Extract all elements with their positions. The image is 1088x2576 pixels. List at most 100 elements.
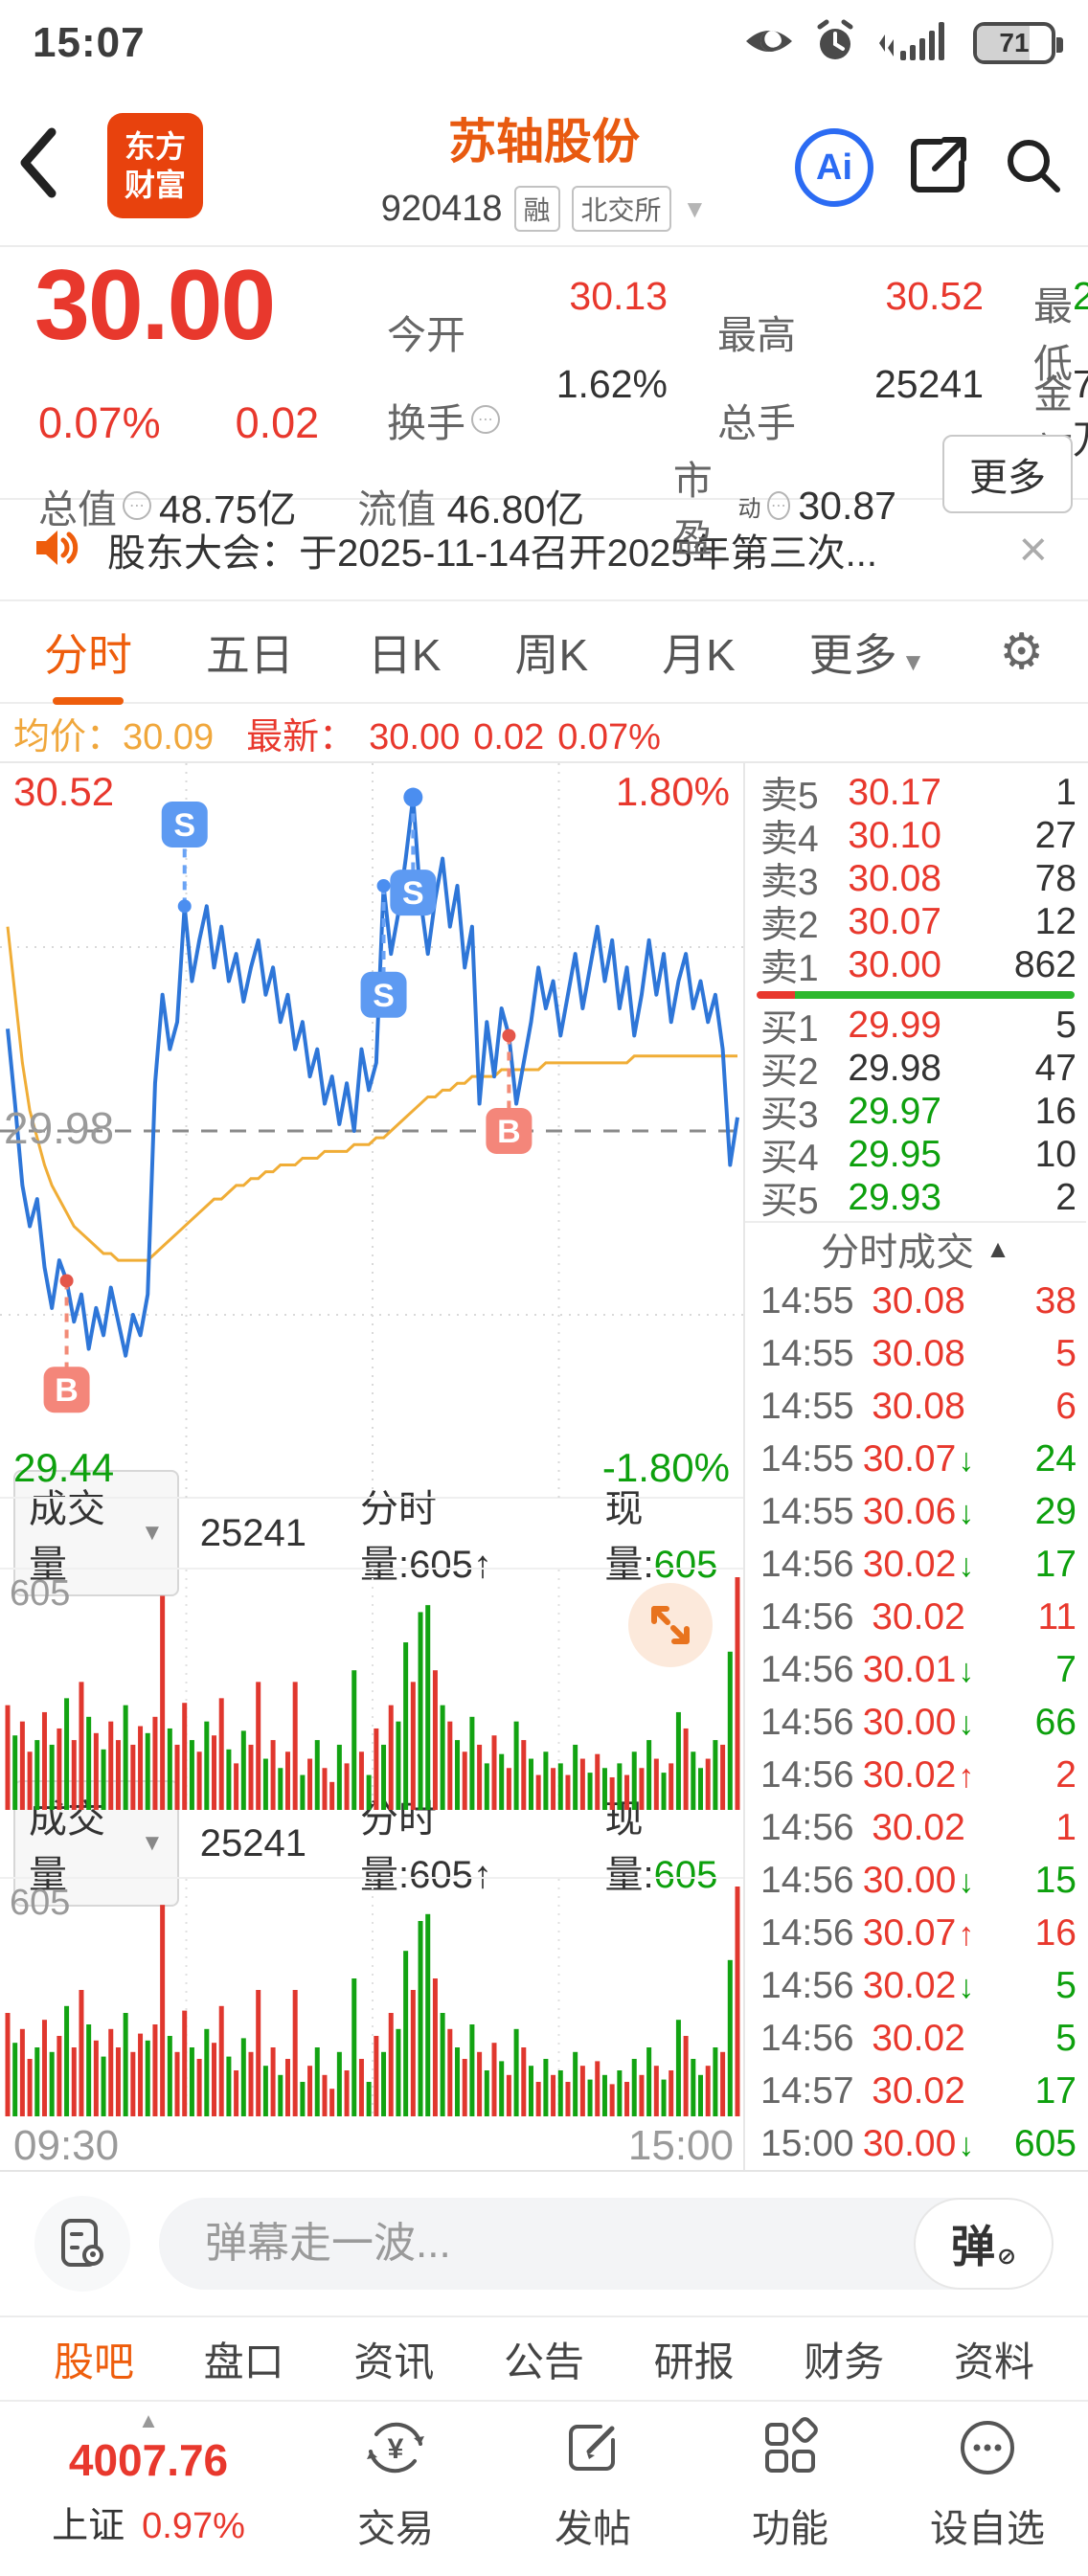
trade-tick-row: 14:55 30.08 6 bbox=[760, 1385, 1077, 1427]
more-stats-button[interactable]: 更多 bbox=[942, 435, 1073, 513]
sell-levels: 卖5 30.17 1 卖4 30.10 27 卖3 30.08 78 卖2 30.07 12 卖1 30.… bbox=[745, 771, 1086, 989]
tick-trade-list: 14:55 30.08 38 14:55 30.08 5 14:55 30.08 6 14:55 3… bbox=[745, 1275, 1086, 2170]
battery-indicator: 71 bbox=[973, 22, 1063, 64]
buy-marker-badge: B bbox=[43, 1367, 90, 1413]
stat-value: 30.52 bbox=[885, 274, 984, 318]
buy-sell-ratio-bar bbox=[745, 986, 1086, 1004]
eye-protection-icon bbox=[743, 22, 795, 65]
order-book-row[interactable]: 卖1 30.00 862 bbox=[760, 943, 1077, 989]
current-volume: 605 bbox=[653, 1854, 718, 1896]
info-icon[interactable]: ⋯ bbox=[123, 491, 151, 520]
sell-marker-badge: S bbox=[390, 870, 437, 916]
post-pencil-icon bbox=[562, 2411, 623, 2484]
index-name: 上证 bbox=[52, 2506, 125, 2546]
tab-more[interactable]: 更多 ▼ bbox=[808, 629, 926, 680]
margin-badge: 融 bbox=[513, 186, 560, 232]
grid-icon bbox=[759, 2411, 821, 2484]
sell-marker-badge: S bbox=[360, 971, 407, 1018]
comment-input-pill: 弹⊘ bbox=[159, 2198, 1054, 2290]
status-bar: 15:07 71 bbox=[0, 0, 1088, 86]
tab-5day[interactable]: 五日 bbox=[205, 629, 294, 680]
order-book-row[interactable]: 买1 29.99 5 bbox=[760, 1004, 1077, 1050]
svg-text:S: S bbox=[402, 875, 424, 912]
trade-tick-row: 15:00 30.00↓ 605 bbox=[760, 2122, 1077, 2164]
trade-tick-row: 14:56 30.02↓ 5 bbox=[760, 1964, 1077, 2006]
trade-tick-row: 14:56 30.07↑ 16 bbox=[760, 1911, 1077, 1954]
nav-watchlist[interactable]: 设自选 bbox=[889, 2411, 1086, 2553]
stat-label: 市盈 bbox=[672, 459, 713, 560]
trade-tick-row: 14:57 30.02 17 bbox=[760, 2069, 1077, 2112]
order-book-row[interactable]: 卖5 30.17 1 bbox=[760, 771, 1077, 817]
comment-input[interactable] bbox=[159, 2220, 914, 2268]
nav-features[interactable]: 功能 bbox=[691, 2411, 889, 2553]
tab-notices[interactable]: 公告 bbox=[503, 2339, 584, 2384]
close-icon[interactable]: × bbox=[1018, 522, 1048, 577]
volume-total: 25241 bbox=[199, 1821, 306, 1864]
nav-trade[interactable]: ¥ 交易 bbox=[297, 2411, 494, 2553]
gear-icon[interactable]: ⚙ bbox=[999, 623, 1044, 680]
info-icon[interactable]: ⋯ bbox=[766, 491, 791, 520]
trade-tick-row: 14:56 30.02 11 bbox=[760, 1595, 1077, 1638]
nav-post[interactable]: 发帖 bbox=[494, 2411, 691, 2553]
speaker-icon bbox=[33, 525, 82, 576]
avg-price-value: 30.09 bbox=[123, 716, 215, 757]
search-icon[interactable] bbox=[1002, 134, 1065, 202]
tab-news[interactable]: 资讯 bbox=[353, 2339, 435, 2384]
tab-guba[interactable]: 股吧 bbox=[54, 2339, 135, 2384]
tab-daily-k[interactable]: 日K bbox=[367, 629, 442, 680]
ai-assistant-button[interactable]: Ai bbox=[795, 128, 873, 207]
order-book-row[interactable]: 买5 29.93 2 bbox=[760, 1176, 1077, 1222]
volume-chart[interactable]: 605 bbox=[0, 1568, 743, 1810]
danmaku-toggle-button[interactable]: 弹 ⊘ bbox=[914, 2198, 1054, 2290]
back-button[interactable] bbox=[17, 126, 59, 204]
tab-profile[interactable]: 资料 bbox=[953, 2339, 1034, 2384]
trade-tick-row: 14:56 30.00↓ 66 bbox=[760, 1701, 1077, 1743]
svg-text:¥: ¥ bbox=[388, 2433, 404, 2465]
order-book-row[interactable]: 卖2 30.07 12 bbox=[760, 900, 1077, 946]
volume-indicator-select[interactable]: 成交量 ▼ bbox=[13, 1780, 179, 1907]
order-book-row[interactable]: 卖4 30.10 27 bbox=[760, 814, 1077, 860]
circle-slash-icon: ⊘ bbox=[996, 2243, 1017, 2270]
chart-high-pct-label: 1.80% bbox=[615, 769, 730, 814]
volume-chart[interactable]: 605 bbox=[0, 1877, 743, 2116]
stat-value: 25241 bbox=[873, 362, 984, 406]
stat-label: 今开 bbox=[387, 313, 465, 357]
chevron-down-icon: ▼ bbox=[141, 1830, 164, 1856]
signal-icon bbox=[875, 18, 956, 69]
expand-chart-icon[interactable] bbox=[624, 1579, 716, 1676]
tab-monthly-k[interactable]: 月K bbox=[662, 629, 736, 680]
order-book-row[interactable]: 买4 29.95 10 bbox=[760, 1133, 1077, 1179]
period-tab-bar: 分时 五日 日K 周K 月K 更多 ▼ ⚙ bbox=[0, 601, 1088, 704]
tab-financials[interactable]: 财务 bbox=[804, 2339, 885, 2384]
stock-title: 苏轴股份 bbox=[448, 115, 640, 169]
tab-research[interactable]: 研报 bbox=[653, 2339, 735, 2384]
comment-settings-icon[interactable] bbox=[34, 2196, 130, 2292]
announcement-bar[interactable]: 股东大会：于2025-11-14召开2025年第三次... × bbox=[0, 498, 1088, 601]
trade-tick-row: 14:56 30.02↓ 17 bbox=[760, 1543, 1077, 1585]
stat-value: 48.75亿 bbox=[159, 487, 297, 531]
tab-weekly-k[interactable]: 周K bbox=[514, 629, 589, 680]
tab-minute[interactable]: 分时 bbox=[44, 599, 132, 705]
stat-label: 流值 bbox=[357, 487, 437, 531]
svg-text:B: B bbox=[55, 1372, 79, 1409]
share-icon[interactable] bbox=[906, 134, 969, 202]
chevron-down-icon: ▼ bbox=[900, 646, 926, 676]
order-book-row[interactable]: 买3 29.97 16 bbox=[760, 1090, 1077, 1136]
order-book-row[interactable]: 卖3 30.08 78 bbox=[760, 857, 1077, 903]
last-price-value: 30.00 bbox=[369, 716, 461, 757]
chevron-down-icon[interactable]: ▼ bbox=[682, 193, 708, 223]
minute-price-chart[interactable]: B S S S B 30.52 1.80% 29.98 29.44 -1.80% bbox=[0, 763, 745, 1499]
index-quote-shortcut[interactable]: ▲ 4007.76 上证 0.97% bbox=[0, 2410, 297, 2548]
ellipsis-circle-icon bbox=[957, 2411, 1018, 2484]
tick-list-header[interactable]: 分时成交 ▲ bbox=[745, 1221, 1086, 1275]
chart-prevclose-label: 29.98 bbox=[4, 1103, 115, 1153]
info-icon[interactable]: ⋯ bbox=[471, 405, 500, 434]
battery-percent: 71 bbox=[999, 28, 1030, 57]
chart-low-label: 29.44 bbox=[13, 1445, 115, 1490]
trade-tick-row: 14:56 30.02 5 bbox=[760, 2017, 1077, 2059]
stat-value: 46.80亿 bbox=[446, 487, 585, 531]
eastmoney-logo[interactable]: 东方 财富 bbox=[107, 113, 203, 218]
volume-indicator-select[interactable]: 成交量 ▼ bbox=[13, 1470, 179, 1596]
tab-pankou[interactable]: 盘口 bbox=[203, 2339, 284, 2384]
order-book-row[interactable]: 买2 29.98 47 bbox=[760, 1047, 1077, 1093]
